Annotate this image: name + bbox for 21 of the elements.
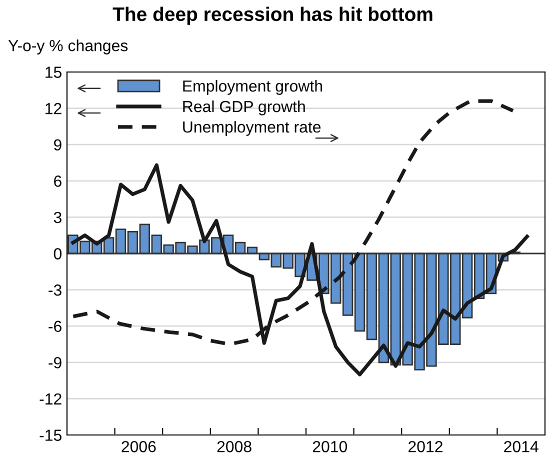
y-tick-label: 15	[46, 66, 62, 78]
chart-title: The deep recession has hit bottom	[112, 6, 432, 25]
y-axis-title: Y-o-y % changes	[8, 40, 128, 54]
y-tick-label: 0	[54, 248, 62, 260]
y-tick-label: 12	[46, 102, 62, 114]
legend-label: Unemployment rate	[183, 120, 321, 136]
legend-label: Employment growth	[183, 80, 322, 95]
y-tick-label: 3	[54, 212, 62, 224]
x-tick-label: 2008	[217, 440, 252, 452]
x-tick-label: 2010	[312, 440, 348, 452]
x-tick-label: 2012	[408, 440, 442, 452]
y-tick-label: 6	[54, 176, 62, 187]
y-tick-label: -9	[48, 357, 62, 368]
x-tick-label: 2006	[122, 440, 156, 452]
x-tick-label: 2014	[504, 440, 538, 452]
legend-label: Real GDP growth	[183, 100, 305, 116]
y-tick-label: -6	[48, 320, 62, 332]
y-tick-label: 9	[54, 139, 62, 151]
y-tick-label: -3	[48, 284, 62, 296]
y-tick-label: -12	[40, 393, 62, 404]
y-tick-label: -15	[40, 430, 62, 441]
